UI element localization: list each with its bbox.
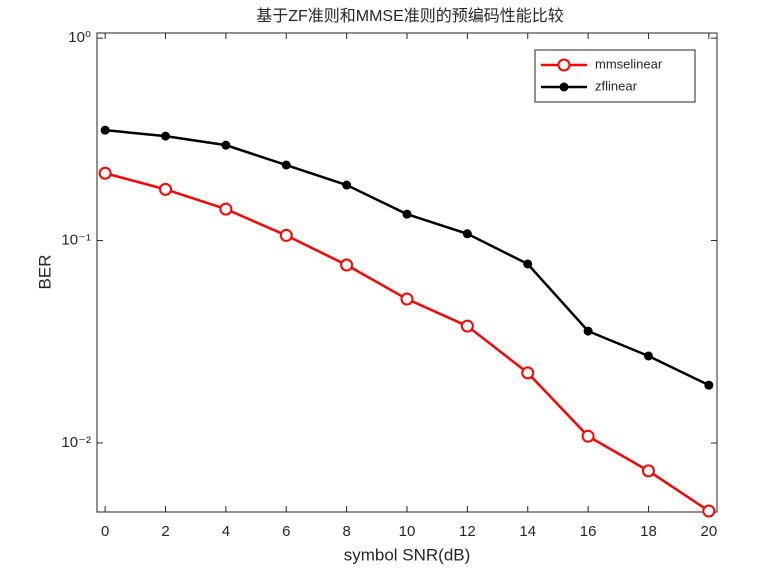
x-tick-label: 10	[399, 523, 416, 540]
data-point	[583, 326, 593, 336]
data-point	[402, 209, 412, 219]
x-tick-label: 16	[580, 523, 597, 540]
data-point	[161, 131, 171, 141]
data-point	[400, 292, 414, 306]
data-point	[643, 351, 653, 361]
data-point	[279, 228, 293, 242]
y-tick-label: 10⁻²	[61, 434, 91, 451]
data-point	[641, 464, 655, 478]
data-point	[581, 429, 595, 443]
x-tick-label: 2	[161, 523, 169, 540]
data-point	[98, 166, 112, 180]
data-point	[704, 380, 714, 390]
x-tick-label: 12	[459, 523, 476, 540]
data-point	[342, 180, 352, 190]
data-point	[460, 319, 474, 333]
legend-label: zflinear	[595, 78, 638, 93]
data-point	[340, 258, 354, 272]
x-tick-label: 8	[342, 523, 350, 540]
data-point	[219, 202, 233, 216]
data-point	[159, 182, 173, 196]
y-tick-label: 10⁰	[68, 29, 91, 46]
data-point	[100, 125, 110, 135]
legend-marker	[559, 82, 569, 92]
legend-box	[534, 49, 696, 103]
y-tick-label: 10⁻¹	[61, 232, 91, 249]
legend-label: mmselinear	[595, 56, 663, 71]
data-point	[702, 504, 716, 518]
data-point	[221, 140, 231, 150]
chart-title: 基于ZF准则和MMSE准则的预编码性能比较	[256, 7, 564, 25]
data-point	[521, 366, 535, 380]
data-point	[281, 160, 291, 170]
x-tick-label: 4	[222, 523, 230, 540]
x-tick-label: 14	[519, 523, 536, 540]
x-tick-label: 0	[101, 523, 109, 540]
x-tick-label: 20	[701, 523, 718, 540]
legend: mmselinear zflinear	[534, 49, 696, 103]
y-axis-label: BER	[35, 255, 54, 290]
x-tick-label: 6	[282, 523, 290, 540]
data-point	[462, 229, 472, 239]
legend-marker	[557, 58, 571, 72]
data-point	[523, 259, 533, 269]
axes-box	[96, 32, 718, 513]
x-tick-label: 18	[640, 523, 657, 540]
plot-area	[97, 33, 717, 512]
x-axis-label: symbol SNR(dB)	[344, 545, 471, 564]
